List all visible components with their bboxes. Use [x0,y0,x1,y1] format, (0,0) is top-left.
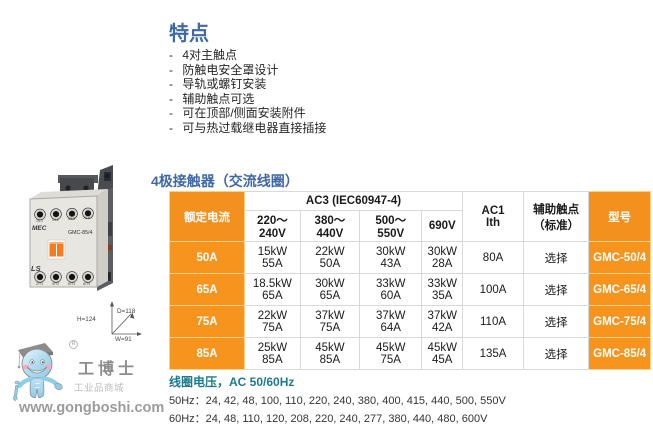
svg-text:H=124: H=124 [77,316,96,323]
svg-text:5/L3: 5/L3 [68,217,75,221]
svg-text:7/L4: 7/L4 [83,216,90,220]
svg-text:8/T4: 8/T4 [83,282,90,286]
svg-text:3/L2: 3/L2 [52,218,59,222]
svg-text:W=91: W=91 [115,336,132,341]
svg-text:4/T2: 4/T2 [52,282,59,286]
svg-text:6/T3: 6/T3 [68,282,75,286]
svg-text:1/L1: 1/L1 [36,219,43,223]
svg-text:D=118: D=118 [117,308,136,315]
svg-text:2/T1: 2/T1 [36,282,43,286]
svg-text:MEC: MEC [32,225,47,232]
svg-text:GMC-85/4: GMC-85/4 [68,230,92,236]
